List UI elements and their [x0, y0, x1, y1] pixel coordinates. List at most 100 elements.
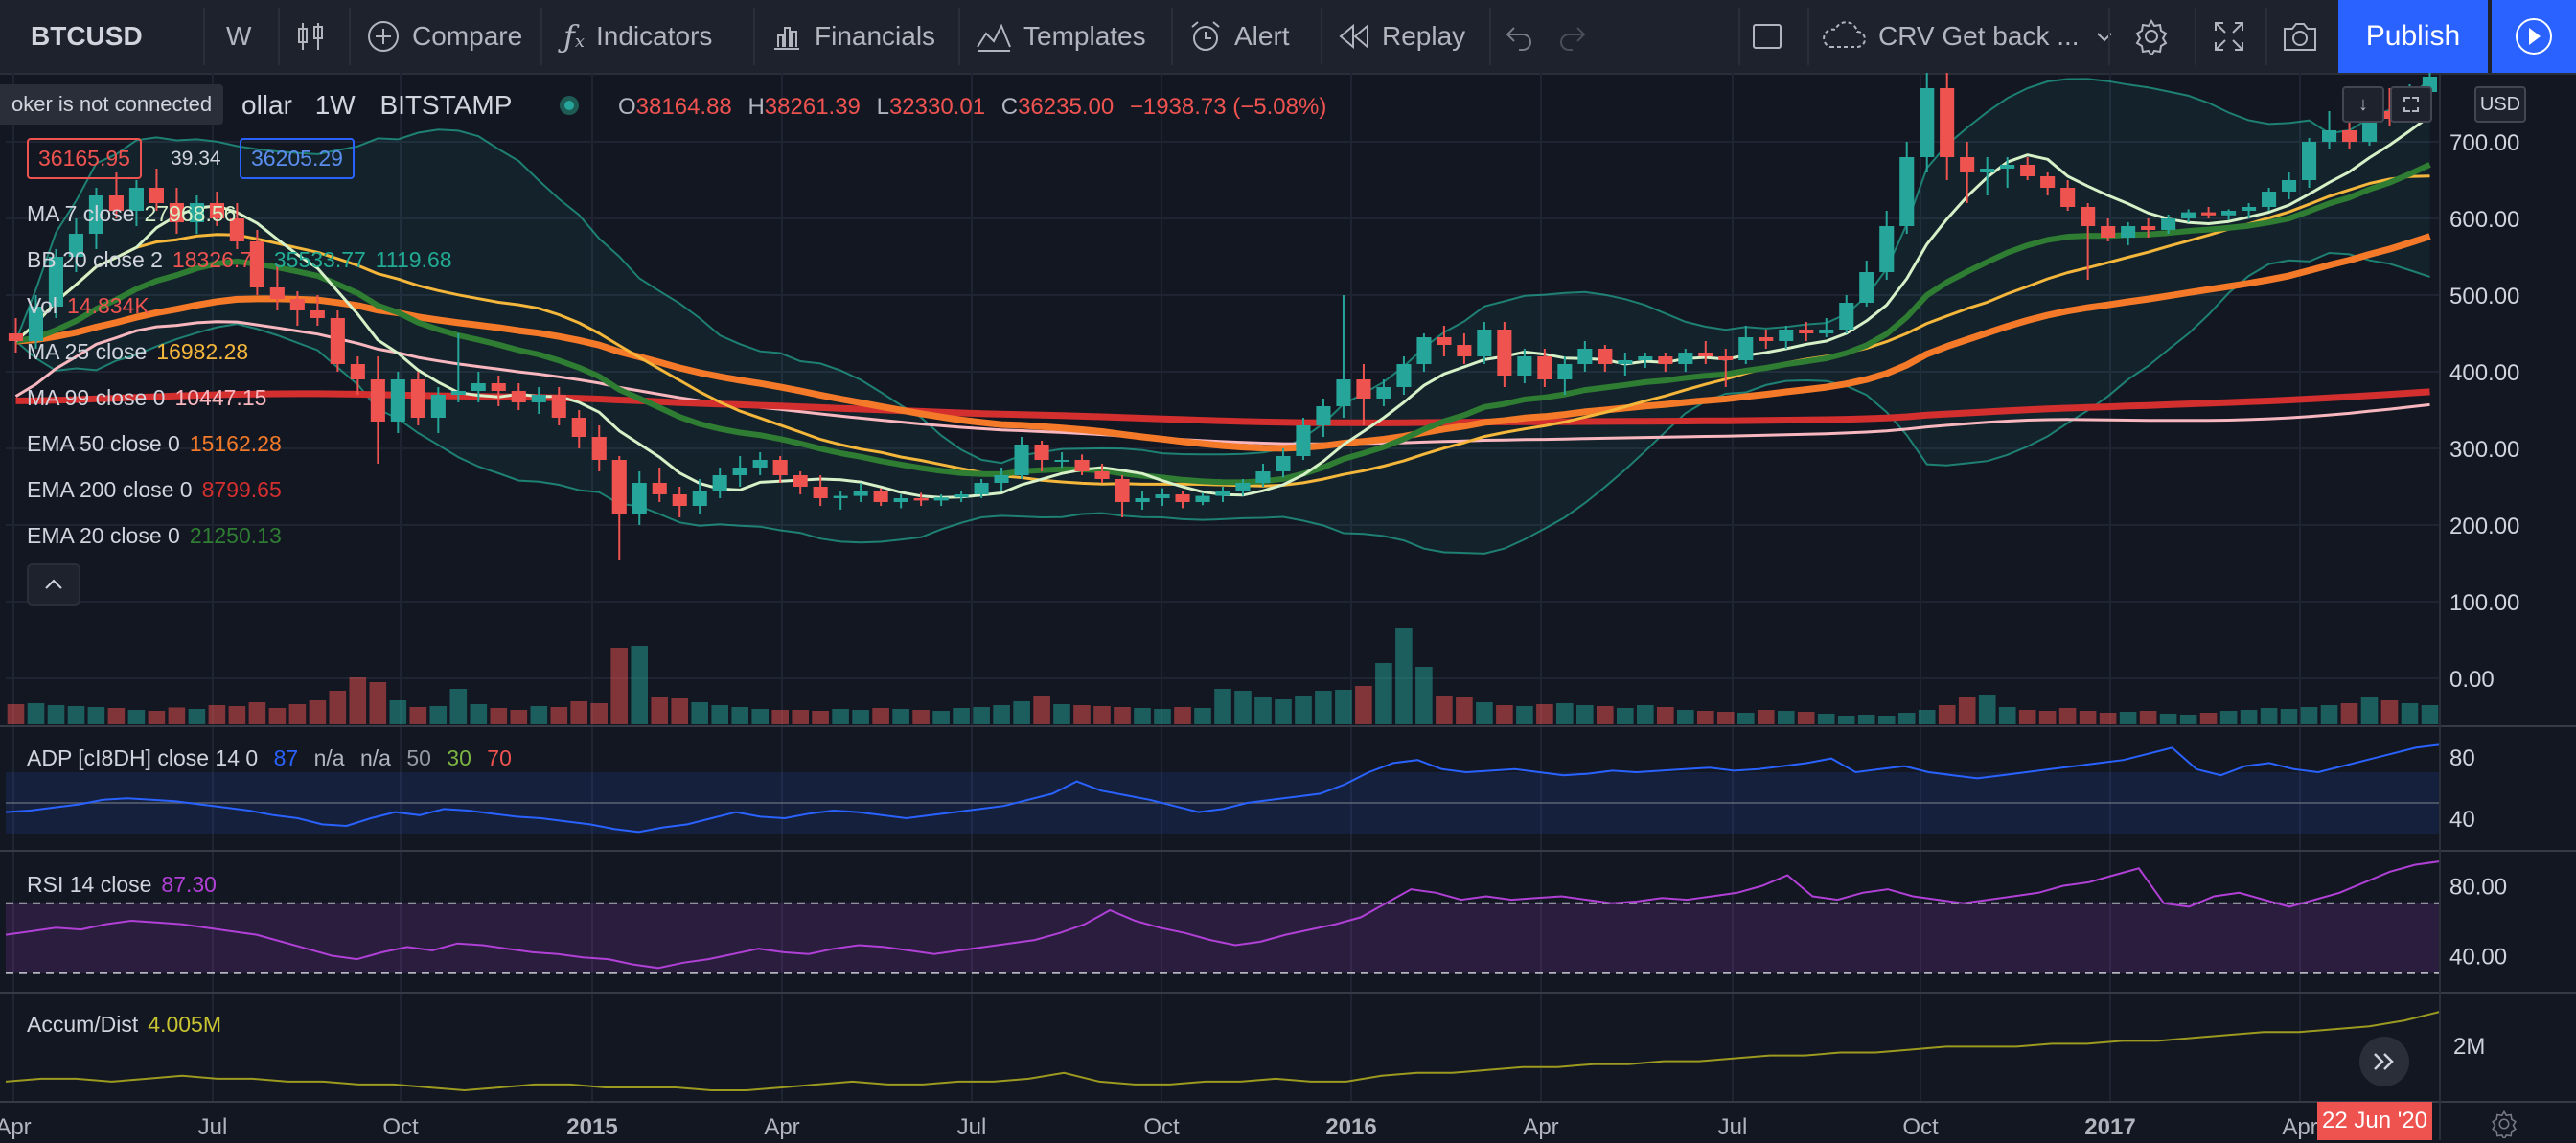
candle-body — [1135, 498, 1150, 502]
legend-ema20[interactable]: EMA 20 close 0 21250.13 — [27, 523, 282, 549]
volume-bar — [1033, 696, 1050, 724]
candle-body — [1074, 460, 1090, 471]
undo-button[interactable] — [1505, 0, 1547, 73]
legend-collapse-button[interactable] — [27, 563, 80, 606]
play-icon — [2516, 18, 2552, 55]
alert-button[interactable]: Alert — [1188, 0, 1290, 73]
candle-body — [732, 468, 748, 475]
candle-body — [8, 333, 23, 341]
play-button[interactable] — [2492, 0, 2576, 73]
toolbar-divider — [540, 8, 542, 65]
volume-bars — [7, 628, 2439, 724]
time-tick-label: 2016 — [1325, 1114, 1376, 1140]
volume-bar — [47, 705, 65, 724]
volume-bar — [530, 706, 548, 724]
legend-ma7[interactable]: MA 7 close 27968.56 — [27, 201, 236, 227]
volume-bar — [1355, 686, 1372, 724]
snapshot-button[interactable] — [2281, 0, 2331, 73]
chart-canvas[interactable]: Apr Jul Oct 2015 Apr Jul Oct 2016 Apr Jul Oct 2017 A… — [0, 73, 2576, 1140]
volume-bar — [7, 704, 25, 724]
volume-bar — [1758, 710, 1775, 724]
fullscreen-button[interactable] — [2212, 0, 2258, 73]
volume-bar — [631, 646, 648, 724]
legend-ema200[interactable]: EMA 200 close 0 8799.65 — [27, 477, 282, 503]
toolbar-divider — [349, 8, 351, 65]
scroll-to-realtime-button[interactable] — [2359, 1037, 2409, 1086]
redo-button[interactable] — [1556, 0, 1598, 73]
volume-bar — [2038, 711, 2057, 724]
legend-label: EMA 50 close 0 — [27, 431, 180, 456]
volume-bar — [429, 706, 448, 724]
rsi-legend[interactable]: RSI 14 close 87.30 — [27, 872, 217, 898]
auto-scale-button[interactable] — [2390, 86, 2432, 123]
chart-style-button[interactable] — [293, 0, 339, 73]
legend-ema50[interactable]: EMA 50 close 0 15162.28 — [27, 431, 282, 457]
legend-bb[interactable]: BB 20 close 2 18326.71 35533.77 1119.68 — [27, 247, 452, 273]
replay-button[interactable]: Replay — [1338, 0, 1465, 73]
ad-value: 4.005M — [148, 1012, 222, 1037]
symbol-search[interactable]: BTCUSD — [31, 0, 143, 73]
compare-button[interactable]: Compare — [366, 0, 522, 73]
price-tick-label: 100.00 — [2450, 590, 2519, 616]
volume-bar — [349, 677, 367, 724]
buy-button[interactable]: 36205.29 — [240, 138, 355, 179]
settings-button[interactable] — [2133, 0, 2181, 73]
ad-legend[interactable]: Accum/Dist 4.005M — [27, 1012, 221, 1038]
legend-label: Vol — [27, 293, 58, 318]
candle-body — [2141, 226, 2156, 230]
candle-body — [229, 218, 244, 241]
legend-label: MA 25 close — [27, 339, 148, 364]
bb-fill — [15, 79, 2430, 554]
layout-toggle-button[interactable] — [1750, 0, 1796, 73]
legend-value: 21250.13 — [189, 523, 282, 548]
axes: Apr Jul Oct 2015 Apr Jul Oct 2016 Apr Jul Oct 2017 A… — [0, 73, 2576, 1140]
sell-button[interactable]: 36165.95 — [27, 138, 142, 179]
candle-body — [149, 188, 164, 203]
candle-body — [2282, 180, 2297, 192]
volume-bar — [2099, 713, 2117, 724]
candle-body — [2081, 207, 2096, 226]
legend-label: EMA 20 close 0 — [27, 523, 180, 548]
volume-bar — [1456, 697, 1473, 724]
volume-bar — [973, 707, 990, 724]
double-chevron-right-icon — [2374, 1053, 2394, 1070]
settings-gear-button[interactable] — [2490, 1109, 2518, 1143]
candle-body — [1759, 337, 1774, 341]
price-tick-label: 600.00 — [2450, 207, 2519, 233]
candle-body — [974, 483, 989, 494]
candle-body — [1034, 445, 1049, 460]
adp-legend[interactable]: ADP [cI8DH] close 14 0 87 n/a n/a 50 30 … — [27, 745, 512, 771]
volume-bar — [409, 707, 427, 724]
publish-button[interactable]: Publish — [2338, 0, 2488, 73]
volume-bar — [2320, 705, 2338, 724]
volume-bar — [1837, 716, 1855, 724]
legend-ma99[interactable]: MA 99 close 0 10447.15 — [27, 385, 266, 411]
volume-bar — [1295, 696, 1312, 724]
candle-body — [310, 310, 325, 318]
candles-icon — [298, 23, 323, 50]
legend-vol[interactable]: Vol 14.834K — [27, 293, 150, 319]
toolbar-divider — [1738, 8, 1740, 65]
candle-body — [289, 299, 305, 310]
volume-bar — [1234, 691, 1252, 724]
adp-value: 87 — [273, 745, 299, 770]
layout-dropdown[interactable]: CRV Get back ... — [1819, 0, 2128, 73]
interval-button[interactable]: W — [226, 0, 251, 73]
financials-button[interactable]: Financials — [770, 0, 935, 73]
volume-bar — [1415, 667, 1433, 724]
scale-down-button[interactable]: ↓ — [2342, 86, 2384, 123]
indicators-button[interactable]: ƒx Indicators — [564, 0, 712, 73]
legend-value: 8799.65 — [201, 477, 282, 502]
toolbar-divider — [2108, 8, 2110, 65]
volume-bar — [1275, 699, 1292, 724]
legend-ma25[interactable]: MA 25 close 16982.28 — [27, 339, 248, 365]
templates-button[interactable]: Templates — [976, 0, 1146, 73]
candle-body — [1255, 471, 1271, 483]
candle-body — [994, 475, 1009, 483]
currency-label[interactable]: USD — [2474, 86, 2526, 123]
indicators-label: Indicators — [596, 21, 713, 51]
volume-bar — [2139, 711, 2157, 724]
time-tick-label: Jul — [198, 1114, 228, 1140]
volume-bar — [953, 708, 970, 724]
candle-body — [1296, 425, 1311, 456]
